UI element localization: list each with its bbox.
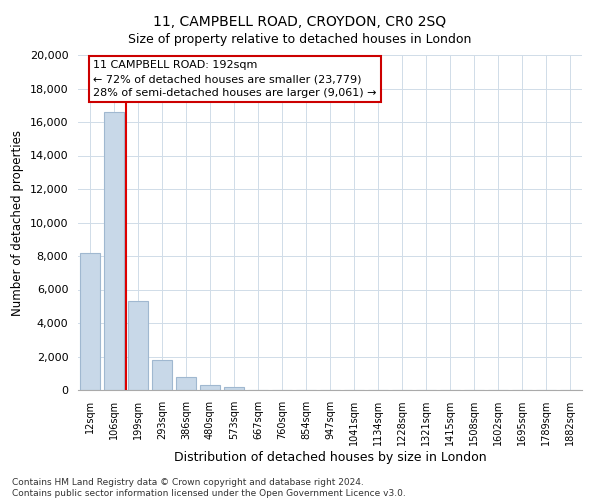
Bar <box>104 112 124 390</box>
Bar <box>128 301 148 390</box>
Y-axis label: Number of detached properties: Number of detached properties <box>11 130 24 316</box>
Bar <box>200 385 220 390</box>
Text: Size of property relative to detached houses in London: Size of property relative to detached ho… <box>128 32 472 46</box>
Bar <box>80 252 100 390</box>
Bar <box>152 360 172 390</box>
Text: 11, CAMPBELL ROAD, CROYDON, CR0 2SQ: 11, CAMPBELL ROAD, CROYDON, CR0 2SQ <box>154 15 446 29</box>
Text: 11 CAMPBELL ROAD: 192sqm
← 72% of detached houses are smaller (23,779)
28% of se: 11 CAMPBELL ROAD: 192sqm ← 72% of detach… <box>93 60 377 98</box>
X-axis label: Distribution of detached houses by size in London: Distribution of detached houses by size … <box>173 451 487 464</box>
Text: Contains HM Land Registry data © Crown copyright and database right 2024.
Contai: Contains HM Land Registry data © Crown c… <box>12 478 406 498</box>
Bar <box>176 376 196 390</box>
Bar <box>224 386 244 390</box>
